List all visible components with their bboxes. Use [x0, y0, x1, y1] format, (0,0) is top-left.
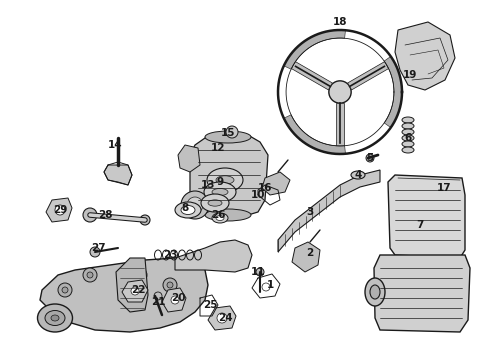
Polygon shape [178, 145, 200, 172]
Text: 7: 7 [416, 220, 424, 230]
Circle shape [55, 205, 65, 215]
Circle shape [163, 278, 177, 292]
Ellipse shape [402, 123, 414, 129]
Text: 21: 21 [151, 297, 165, 307]
Circle shape [83, 208, 97, 222]
Ellipse shape [205, 131, 251, 143]
Ellipse shape [216, 176, 234, 184]
Circle shape [366, 154, 374, 162]
Text: 28: 28 [98, 210, 112, 220]
Ellipse shape [351, 171, 365, 179]
Ellipse shape [175, 202, 201, 218]
Text: 19: 19 [403, 70, 417, 80]
Circle shape [133, 268, 147, 282]
Circle shape [131, 287, 139, 295]
Text: 14: 14 [108, 140, 122, 150]
Circle shape [83, 268, 97, 282]
Circle shape [167, 282, 173, 288]
Ellipse shape [45, 310, 65, 325]
Polygon shape [46, 198, 72, 222]
Ellipse shape [370, 285, 380, 299]
Polygon shape [388, 175, 465, 258]
Circle shape [329, 81, 351, 103]
Ellipse shape [51, 315, 59, 321]
Text: 15: 15 [221, 128, 235, 138]
Polygon shape [395, 22, 455, 90]
Text: 29: 29 [53, 205, 67, 215]
Text: 5: 5 [367, 153, 374, 163]
Ellipse shape [402, 147, 414, 153]
Ellipse shape [216, 216, 224, 220]
Polygon shape [292, 242, 320, 272]
Circle shape [226, 126, 238, 138]
Text: 20: 20 [171, 293, 185, 303]
Text: 25: 25 [203, 300, 217, 310]
Circle shape [187, 197, 203, 213]
Ellipse shape [402, 117, 414, 123]
Text: 26: 26 [211, 210, 225, 220]
Polygon shape [122, 280, 148, 302]
Text: 10: 10 [251, 190, 265, 200]
Circle shape [181, 191, 209, 219]
Polygon shape [116, 258, 148, 312]
Ellipse shape [365, 278, 385, 306]
Ellipse shape [402, 129, 414, 135]
Text: 18: 18 [333, 17, 347, 27]
Ellipse shape [204, 182, 236, 202]
Polygon shape [190, 135, 268, 215]
Polygon shape [374, 255, 470, 332]
Text: 1: 1 [267, 280, 273, 290]
Circle shape [171, 296, 179, 304]
Ellipse shape [402, 141, 414, 147]
Ellipse shape [201, 194, 229, 212]
Text: 3: 3 [306, 207, 314, 217]
Ellipse shape [212, 213, 228, 223]
Polygon shape [208, 306, 236, 330]
Polygon shape [284, 30, 345, 69]
Circle shape [90, 247, 100, 257]
Circle shape [58, 283, 72, 297]
Text: 8: 8 [181, 203, 189, 213]
Polygon shape [348, 62, 389, 90]
Ellipse shape [207, 168, 243, 192]
Text: 4: 4 [354, 170, 362, 180]
Text: 9: 9 [217, 177, 223, 187]
Polygon shape [384, 57, 402, 127]
Circle shape [262, 283, 270, 291]
Text: 12: 12 [211, 143, 225, 153]
Polygon shape [104, 165, 132, 185]
Polygon shape [284, 115, 345, 154]
Text: 17: 17 [437, 183, 451, 193]
Text: 23: 23 [163, 250, 177, 260]
Polygon shape [40, 258, 208, 332]
Ellipse shape [38, 304, 73, 332]
Text: 13: 13 [201, 180, 215, 190]
Text: 2: 2 [306, 248, 314, 258]
Text: 22: 22 [131, 285, 145, 295]
Ellipse shape [212, 189, 228, 195]
Ellipse shape [208, 200, 222, 206]
Polygon shape [175, 240, 252, 272]
Circle shape [140, 215, 150, 225]
Circle shape [62, 287, 68, 293]
Circle shape [154, 292, 162, 300]
Circle shape [137, 272, 143, 278]
Circle shape [256, 268, 264, 276]
Polygon shape [162, 288, 186, 312]
Ellipse shape [402, 135, 414, 141]
Ellipse shape [205, 209, 251, 221]
Text: 11: 11 [251, 267, 265, 277]
Ellipse shape [181, 206, 195, 215]
Text: 6: 6 [404, 133, 412, 143]
Circle shape [87, 272, 93, 278]
Polygon shape [336, 103, 344, 146]
Text: 27: 27 [91, 243, 105, 253]
Circle shape [217, 313, 227, 323]
Polygon shape [278, 170, 380, 252]
Polygon shape [291, 62, 332, 90]
Text: 24: 24 [218, 313, 232, 323]
Polygon shape [262, 172, 290, 195]
Text: 16: 16 [258, 183, 272, 193]
